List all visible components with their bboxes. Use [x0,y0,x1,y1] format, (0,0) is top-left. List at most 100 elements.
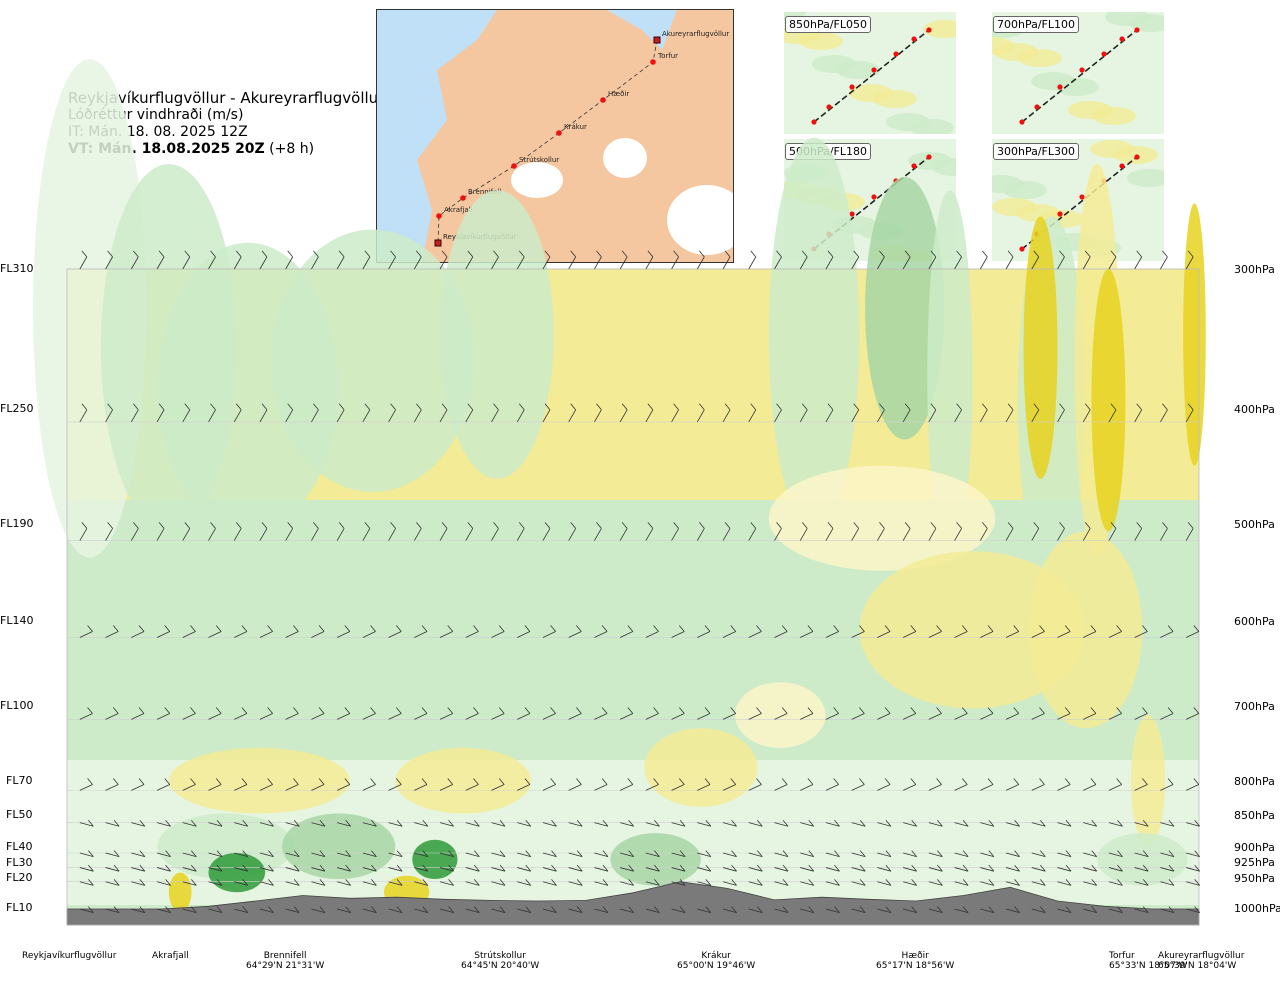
wind-barb-staff [774,822,789,827]
wind-barb-feather [242,850,249,857]
wind-barb-staff [234,852,248,858]
wind-barb-feather [190,819,197,827]
x-location: Krákur 65°00'N 19°46'W [677,951,755,971]
wind-barb [928,250,937,270]
wind-barb [620,819,634,827]
wind-barb-feather [956,250,962,258]
wind-barb-feather [1033,403,1040,411]
wind-barb-staff [800,631,814,638]
wind-barb-staff [285,713,299,720]
route-map-svg: AkureyrarflugvöllurTorfurHæðirKrákurStrú… [377,10,733,262]
wind-barb-feather [936,778,942,785]
wind-barb-feather [235,403,242,411]
mini-map-route [813,29,930,123]
wind-barb [259,250,268,270]
wind-barb [439,250,448,270]
wind-barb-feather [653,625,659,632]
wind-barb-feather [550,625,556,632]
wind-barb-feather [395,778,402,785]
wind-barb-staff [1134,631,1148,638]
wind-barb-staff [285,528,294,541]
wind-barb-feather [364,522,371,529]
wind-barb [311,522,319,541]
wind-barb-staff [1057,852,1072,858]
wind-barb-feather [261,403,268,411]
wind-barb [1031,707,1045,720]
wind-barb [285,522,294,541]
wind-barb [1134,778,1148,791]
wind-barb-staff [877,631,891,638]
hpa-label: 600hPa [1234,615,1275,628]
mini-map-field [1105,12,1149,26]
wind-barb-staff [1057,867,1072,872]
wind-barb-feather [344,778,351,785]
wind-barb-feather [1013,778,1020,785]
wind-barb-staff [979,256,988,270]
wind-barb-feather [138,778,145,785]
wind-barb-staff [1185,256,1194,270]
wind-barb-feather [87,707,93,714]
wind-barb [800,906,815,914]
wind-barb-feather [396,864,403,872]
wind-barb [980,906,995,914]
wind-barb-staff [516,409,525,423]
wind-barb-feather [518,250,525,258]
wind-barb-feather [268,819,274,827]
wind-barb [877,522,885,541]
wind-barb [491,864,506,872]
wind-barb-staff [337,822,351,827]
wind-barb-staff [954,256,962,270]
wind-barb [594,778,608,791]
wind-barb-feather [525,879,532,886]
wind-barb-staff [774,881,789,886]
wind-barb [1005,819,1020,827]
wind-barb [465,403,474,423]
wind-barb-feather [988,850,995,857]
wind-barb-staff [671,528,679,541]
mini-map-850: 850hPa/FL050 [784,12,956,134]
fl-label: FL140 [0,614,34,627]
wind-barb [259,906,274,914]
wind-barb [1031,625,1045,638]
wind-barb-feather [448,864,454,872]
wind-barb [1031,522,1040,541]
wind-barb-staff [1031,867,1046,872]
wind-barb [105,906,120,914]
wind-barb-feather [808,850,815,857]
wind-barb [800,879,815,886]
wind-barb-staff [825,713,839,720]
wind-barb [594,250,602,270]
wind-barb-staff [1185,528,1194,541]
wind-barb [697,879,712,886]
wind-barb-feather [1110,250,1117,258]
wind-barb-staff [671,784,685,791]
field-contour [463,616,690,683]
wind-barb [79,819,94,827]
wind-barb-staff [748,409,757,423]
wind-barb-feather [602,879,609,886]
wind-barb-staff [388,528,396,541]
wind-barb-feather [628,906,634,913]
wind-barb-staff [980,852,994,858]
wind-barb-staff [517,631,531,638]
wind-barb [568,850,583,858]
fl-label: FL20 [6,871,33,884]
wind-barb-staff [825,528,834,541]
wind-barb-feather [319,879,326,886]
wind-barb-feather [293,850,300,857]
wind-barb-feather [422,819,429,827]
wind-barb [800,625,814,638]
wind-barb-feather [184,403,191,411]
wind-barb [1057,778,1071,791]
wind-barb-feather [879,522,885,529]
wind-barb [285,778,299,791]
wind-barb-feather [911,819,917,827]
fl-label: FL30 [6,856,33,869]
wind-barb-feather [678,625,685,632]
wind-barb-feather [961,625,968,632]
wind-barb-feather [602,819,609,827]
wind-barb [439,625,454,638]
wind-barb [414,850,429,858]
wind-barb-staff [1108,528,1117,541]
wind-barb-feather [628,864,634,872]
